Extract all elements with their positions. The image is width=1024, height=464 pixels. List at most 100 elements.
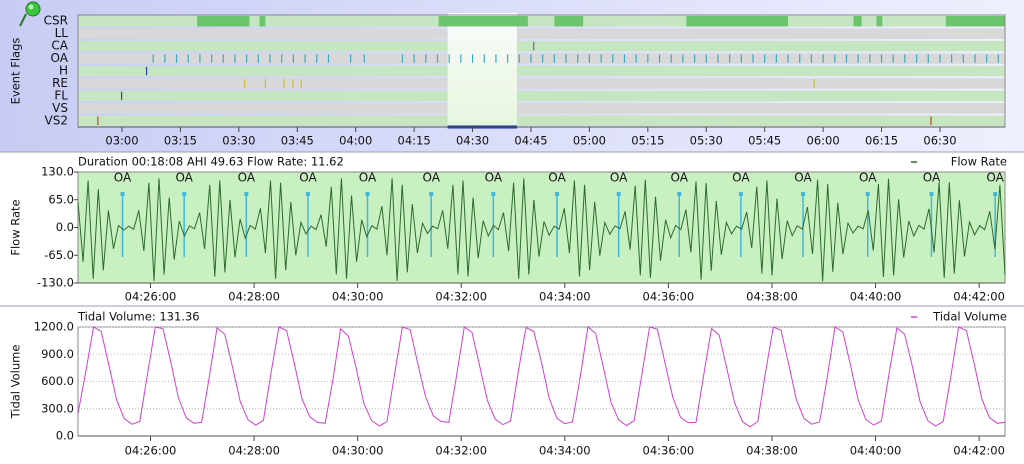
event-cap [865, 192, 870, 196]
x-tick-label: 04:36:00 [643, 290, 695, 304]
flag-row [78, 53, 1005, 64]
x-tick-label: 04:26:00 [125, 290, 177, 304]
flag-name: H [59, 64, 68, 78]
flag-name: FL [54, 88, 68, 102]
x-tick-label: 04:30:00 [332, 444, 384, 458]
x-tick-label: 03:45 [281, 134, 314, 148]
flag-name: RE [52, 76, 68, 90]
y-tick-label: 1200.0 [34, 320, 74, 334]
event-cap [491, 192, 496, 196]
event-cap [429, 192, 434, 196]
event-label: OA [359, 171, 377, 185]
x-tick-label: 05:15 [631, 134, 664, 148]
y-tick-label: 0.0 [56, 220, 74, 234]
x-tick-label: 04:15 [398, 134, 431, 148]
x-tick-label: 04:00 [339, 134, 372, 148]
x-tick-label: 04:45 [514, 134, 547, 148]
event-label: OA [175, 171, 193, 185]
flag-row [78, 78, 1005, 89]
x-tick-label: 04:42:00 [953, 444, 1005, 458]
y-tick-label: -130.0 [37, 276, 74, 290]
event-label: OA [986, 171, 1004, 185]
x-tick-label: 05:45 [748, 134, 781, 148]
event-label: OA [114, 171, 132, 185]
x-tick-label: 04:32:00 [435, 290, 487, 304]
event-label: OA [238, 171, 256, 185]
flag-span [686, 16, 789, 27]
flag-row [78, 90, 1005, 102]
graph-title: Duration 00:18:08 AHI 49.63 Flow Rate: 1… [78, 155, 344, 169]
x-tick-label: 04:40:00 [850, 444, 902, 458]
x-tick-label: 03:15 [164, 134, 197, 148]
flag-row [78, 28, 1005, 39]
y-tick-label: 600.0 [41, 374, 74, 388]
event-cap [929, 192, 934, 196]
event-label: OA [422, 171, 440, 185]
event-label: OA [732, 171, 750, 185]
event-label: OA [671, 171, 689, 185]
plot-area [77, 326, 1006, 437]
x-tick-label: 04:38:00 [746, 444, 798, 458]
event-cap [244, 192, 249, 196]
flag-name: VS2 [45, 113, 68, 127]
legend-label: Tidal Volume [932, 310, 1007, 324]
event-label: OA [794, 171, 812, 185]
flag-span [945, 16, 1005, 27]
x-tick-label: 06:00 [807, 134, 840, 148]
x-tick-label: 05:00 [573, 134, 606, 148]
x-tick-label: 06:30 [923, 134, 956, 148]
flag-span [853, 16, 862, 27]
y-tick-label: 130.0 [41, 165, 74, 179]
event-label: OA [859, 171, 877, 185]
y-tick-label: 0.0 [56, 429, 74, 443]
pin-icon [19, 1, 41, 27]
x-tick-label: 04:38:00 [746, 290, 798, 304]
x-tick-label: 04:30 [456, 134, 489, 148]
flag-span [259, 16, 266, 27]
event-label: OA [610, 171, 628, 185]
flag-row [78, 103, 1005, 114]
event-cap [555, 192, 560, 196]
y-tick-label: 900.0 [41, 347, 74, 361]
event-label: OA [485, 171, 503, 185]
flag-name: OA [51, 51, 69, 65]
flag-name: CSR [44, 14, 68, 28]
series-line [77, 326, 1006, 428]
x-tick-label: 04:26:00 [125, 444, 177, 458]
flag-span [197, 16, 250, 27]
event-label: OA [923, 171, 941, 185]
x-tick-label: 04:30:00 [332, 290, 384, 304]
event-cap [616, 192, 621, 196]
series-line [77, 178, 1006, 282]
event-cap [182, 192, 187, 196]
flag-name: VS [52, 101, 68, 115]
legend-label: Flow Rate [951, 155, 1007, 169]
x-tick-label: 04:40:00 [850, 290, 902, 304]
x-tick-label: 04:42:00 [953, 290, 1005, 304]
y-axis-label: Event Flags [9, 38, 23, 105]
x-tick-label: 04:36:00 [643, 444, 695, 458]
x-tick-label: 04:32:00 [435, 444, 487, 458]
x-tick-label: 04:34:00 [539, 290, 591, 304]
x-tick-label: 04:34:00 [539, 444, 591, 458]
flag-span [876, 16, 883, 27]
flag-span [554, 16, 584, 27]
selection [447, 13, 517, 127]
event-label: OA [299, 171, 317, 185]
y-axis-label: Flow Rate [9, 199, 23, 255]
event-cap [305, 192, 310, 196]
event-cap [365, 192, 370, 196]
event-cap [993, 192, 998, 196]
x-tick-label: 04:28:00 [228, 444, 280, 458]
flag-row [78, 40, 1005, 52]
x-tick-label: 03:30 [222, 134, 255, 148]
y-axis-label: Tidal Volume [9, 345, 23, 420]
flag-row [78, 115, 1005, 126]
x-tick-label: 03:00 [105, 134, 138, 148]
event-cap [120, 192, 125, 196]
event-cap [738, 192, 743, 196]
flag-span [438, 16, 528, 27]
flag-row [78, 16, 1005, 27]
